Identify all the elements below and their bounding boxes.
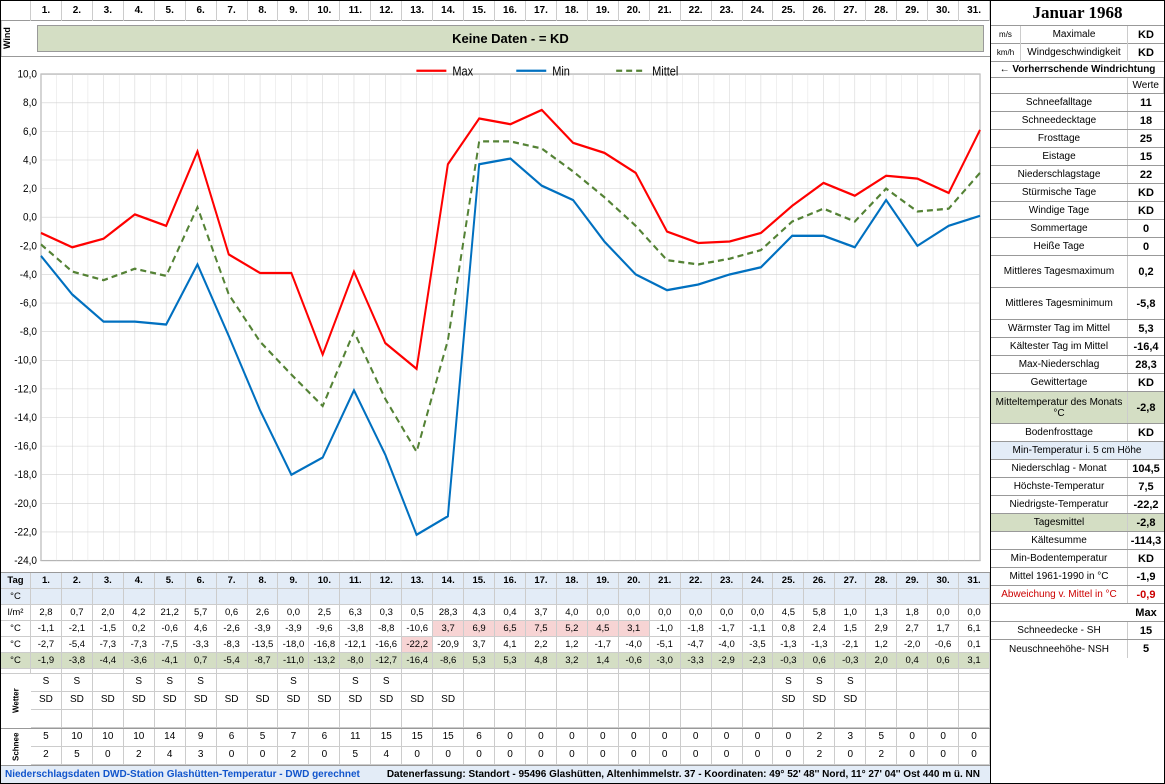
max-temp-row: °C-1,1-2,1-1,50,2-0,64,6-2,6-3,9-3,9-9,6… bbox=[1, 621, 990, 637]
wind-ms-label: Maximale bbox=[1021, 26, 1128, 44]
day-header: 1.2.3.4.5.6.7.8.9.10.11.12.13.14.15.16.1… bbox=[1, 1, 990, 21]
snow-row-1: 510101014965761115151560000000000235000 bbox=[31, 729, 990, 747]
temperature-chart: -24,0 -22,0 -20,0 -18,0 -16,0 -14,0 -12,0 -10,0… bbox=[1, 57, 990, 573]
min-temp-5cm-row: Min-Temperatur i. 5 cm Höhe bbox=[991, 442, 1164, 460]
footer: Niederschlagsdaten DWD-Station Glashütte… bbox=[1, 765, 990, 783]
snow-label: Schnee bbox=[1, 729, 31, 765]
weather-label: Wetter bbox=[1, 674, 31, 728]
snow-section: Schnee 510101014965761115151560000000000… bbox=[1, 729, 990, 765]
sh-value: 15 bbox=[1128, 622, 1164, 639]
svg-text:10,0: 10,0 bbox=[18, 68, 37, 81]
svg-text:Min: Min bbox=[552, 64, 570, 79]
nsh-label: Neuschneehöhe- NSH bbox=[991, 640, 1128, 658]
max-label: Max bbox=[1128, 604, 1164, 621]
wind-kmh-value: KD bbox=[1128, 44, 1164, 62]
sh-label: Schneedecke - SH bbox=[991, 622, 1128, 639]
weather-section: Wetter SSSSSSSSSSS SDSDSDSDSDSDSDSDSDSDS… bbox=[1, 674, 990, 729]
min-temp-row: °C-2,7-5,4-7,3-7,3-7,5-3,3-8,3-13,5-18,0… bbox=[1, 637, 990, 653]
svg-text:-14,0: -14,0 bbox=[14, 411, 37, 424]
precipitation-row: l/m²2,80,72,04,221,25,70,62,60,02,56,30,… bbox=[1, 605, 990, 621]
sh-row: Schneedecke - SH 15 bbox=[991, 622, 1164, 640]
svg-text:-2,0: -2,0 bbox=[20, 240, 37, 253]
svg-text:0,0: 0,0 bbox=[23, 211, 37, 224]
weather-row-2: SDSDSDSDSDSDSDSDSDSDSDSDSDSDSDSDSD bbox=[31, 692, 990, 710]
svg-text:-8,0: -8,0 bbox=[20, 326, 37, 339]
svg-text:-6,0: -6,0 bbox=[20, 297, 37, 310]
svg-text:8,0: 8,0 bbox=[23, 97, 37, 110]
c-blank-row: °C bbox=[1, 589, 990, 605]
wind-ms-value: KD bbox=[1128, 26, 1164, 44]
wind-kmh-row: km/h Windgeschwindigkeit KD bbox=[991, 44, 1164, 62]
svg-text:Mittel: Mittel bbox=[652, 64, 678, 79]
page-title: Januar 1968 bbox=[991, 1, 1164, 26]
wind-kmh-label: Windgeschwindigkeit bbox=[1021, 44, 1128, 62]
weather-spacer bbox=[31, 710, 990, 728]
weather-row-1: SSSSSSSSSSS bbox=[31, 674, 990, 692]
footer-left: Niederschlagsdaten DWD-Station Glashütte… bbox=[5, 769, 360, 780]
stats-list: Schneefalltage11Schneedecktage18Frosttag… bbox=[991, 94, 1164, 442]
nsh-value: 5 bbox=[1128, 640, 1164, 658]
wind-ms-row: m/s Maximale KD bbox=[991, 26, 1164, 44]
nsh-row: Neuschneehöhe- NSH 5 bbox=[991, 640, 1164, 658]
svg-text:4,0: 4,0 bbox=[23, 154, 37, 167]
wind-kmh-unit: km/h bbox=[991, 44, 1021, 62]
svg-text:Max: Max bbox=[452, 64, 473, 79]
wind-banner: Keine Daten - = KD bbox=[37, 25, 984, 52]
svg-text:-18,0: -18,0 bbox=[14, 469, 37, 482]
min-temp-5cm-label: Min-Temperatur i. 5 cm Höhe bbox=[991, 442, 1164, 459]
svg-text:-12,0: -12,0 bbox=[14, 383, 37, 396]
svg-text:2,0: 2,0 bbox=[23, 182, 37, 195]
svg-text:-10,0: -10,0 bbox=[14, 354, 37, 367]
mean-temp-row: °C-1,9-3,8-4,4-3,6-4,10,7-5,4-8,7-11,0-1… bbox=[1, 653, 990, 669]
summary-list: Niederschlag - Monat104,5Höchste-Tempera… bbox=[991, 460, 1164, 604]
svg-text:6,0: 6,0 bbox=[23, 125, 37, 138]
max-header-row: Max bbox=[991, 604, 1164, 622]
wind-label: Wind bbox=[1, 21, 31, 56]
werte-label: Werte bbox=[1128, 78, 1164, 93]
werte-header: Werte bbox=[991, 78, 1164, 94]
tag-row: Tag1.2.3.4.5.6.7.8.9.10.11.12.13.14.15.1… bbox=[1, 573, 990, 589]
wind-ms-unit: m/s bbox=[991, 26, 1021, 44]
svg-text:-4,0: -4,0 bbox=[20, 268, 37, 281]
wind-row: Wind Keine Daten - = KD bbox=[1, 21, 990, 57]
svg-text:-20,0: -20,0 bbox=[14, 497, 37, 510]
footer-right: Datenerfassung: Standort - 95496 Glashüt… bbox=[387, 769, 986, 780]
svg-text:-16,0: -16,0 bbox=[14, 440, 37, 453]
svg-text:-22,0: -22,0 bbox=[14, 526, 37, 539]
wind-direction-row: ← Vorherrschende Windrichtung bbox=[991, 62, 1164, 78]
snow-row-2: 2502430020540000000000000202000 bbox=[31, 747, 990, 765]
svg-text:-24,0: -24,0 bbox=[14, 554, 37, 567]
